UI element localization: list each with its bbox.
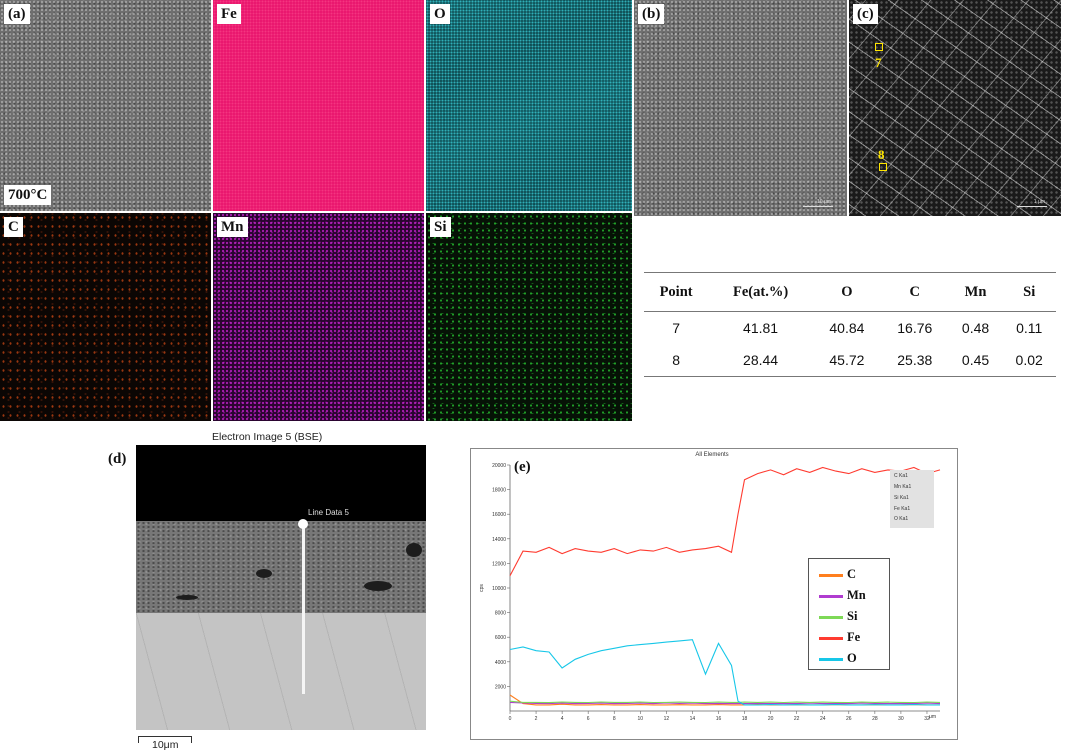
scale-bar-b (803, 206, 833, 207)
legend-item-fe: Fe (809, 630, 889, 646)
col-header: C (880, 272, 949, 312)
table-cell: 0.48 (961, 320, 990, 336)
sem-image-a: (a) 700°C (0, 0, 211, 211)
line-scan-start (298, 519, 308, 529)
table-cell: 0.02 (1002, 344, 1056, 377)
bse-scale-label: 10μm (152, 739, 179, 751)
legend-item-c: C (809, 567, 889, 583)
legend-label-c: C (847, 567, 857, 581)
point-marker-8 (879, 163, 887, 171)
bse-substrate (136, 613, 426, 730)
mini-legend-item: Mn Ka1 (894, 484, 912, 490)
legend-item-o: O (809, 651, 889, 667)
map-label-c: C (4, 217, 23, 237)
bse-pore (406, 543, 422, 557)
panel-label-a: (a) (4, 4, 30, 24)
legend-item-mn: Mn (809, 588, 889, 604)
eds-map-c: C (0, 213, 211, 421)
legend-label-fe: Fe (847, 630, 861, 644)
point-label-8: 8 (878, 147, 885, 162)
legend-swatch-o (819, 658, 843, 661)
legend-label-mn: Mn (847, 588, 866, 602)
point-analysis-table: Point Fe(at.%) O C Mn Si 7 41.81 40.84 1… (644, 272, 1056, 377)
mini-legend-item: C Ka1 (894, 473, 908, 479)
mini-legend-item: O Ka1 (894, 516, 909, 522)
eds-map-o: O (426, 0, 632, 211)
table-cell: 7 (672, 320, 680, 336)
eds-map-mn: Mn (213, 213, 424, 421)
table-cell: 45.72 (812, 344, 881, 377)
legend-swatch-fe (819, 637, 843, 640)
legend-swatch-mn (819, 595, 843, 598)
chart-mini-legend: C Ka1 Mn Ka1 Si Ka1 Fe Ka1 O Ka1 (890, 470, 934, 528)
map-label-fe: Fe (217, 4, 241, 24)
temperature-label: 700°C (4, 185, 52, 205)
table-cell: 40.84 (829, 320, 865, 336)
table-cell: 16.76 (897, 320, 933, 336)
table-cell: 25.38 (880, 344, 949, 377)
chart-legend: C Mn Si Fe O (808, 558, 890, 670)
legend-item-si: Si (809, 609, 889, 625)
col-header: Si (1002, 272, 1056, 312)
sem-image-b: (b) 10 µm (634, 0, 847, 216)
panel-label-c: (c) (853, 4, 878, 24)
legend-swatch-c (819, 574, 843, 577)
eds-map-si: Si (426, 213, 632, 421)
table-cell: 0.45 (948, 344, 1003, 377)
scale-bar-c (1017, 206, 1047, 207)
eds-map-fe: Fe (213, 0, 424, 211)
bse-resin-region (136, 445, 426, 527)
scale-text-c: 1 µm (1033, 199, 1045, 205)
bse-cross-section-image: Line Data 5 (136, 445, 426, 730)
col-header: Point (644, 272, 709, 312)
line-data-label: Line Data 5 (308, 508, 349, 517)
map-label-si: Si (430, 217, 451, 237)
bse-title: Electron Image 5 (BSE) (212, 431, 323, 443)
table-cell: 8 (644, 344, 709, 377)
legend-label-o: O (847, 651, 857, 665)
panel-label-b: (b) (638, 4, 665, 24)
table-header-row: Point Fe(at.%) O C Mn Si (644, 272, 1056, 312)
table-cell: 28.44 (708, 344, 813, 377)
bse-pore (176, 595, 198, 600)
line-scan-path (302, 523, 305, 694)
map-label-mn: Mn (217, 217, 248, 237)
table-cell: 41.81 (743, 320, 779, 336)
col-header: Mn (948, 272, 1003, 312)
table-row: 7 41.81 40.84 16.76 0.48 0.11 (644, 312, 1056, 345)
bse-pore (364, 581, 392, 591)
legend-swatch-si (819, 616, 843, 619)
bse-pore (256, 569, 272, 578)
sem-image-c: (c) 7 8 1 µm (849, 0, 1061, 216)
table-row: 8 28.44 45.72 25.38 0.45 0.02 (644, 344, 1056, 377)
bse-scale-bar (138, 736, 192, 743)
point-marker-7 (875, 43, 883, 51)
panel-label-d: (d) (104, 449, 131, 469)
legend-label-si: Si (847, 609, 858, 623)
table-cell: 0.11 (1016, 320, 1043, 336)
mini-legend-item: Si Ka1 (894, 495, 909, 501)
col-header: O (812, 272, 881, 312)
map-label-o: O (430, 4, 450, 24)
point-label-7: 7 (875, 55, 882, 70)
scale-text-b: 10 µm (817, 199, 831, 205)
col-header: Fe(at.%) (708, 272, 813, 312)
mini-legend-item: Fe Ka1 (894, 506, 911, 512)
panel-label-e: (e) (514, 459, 531, 475)
